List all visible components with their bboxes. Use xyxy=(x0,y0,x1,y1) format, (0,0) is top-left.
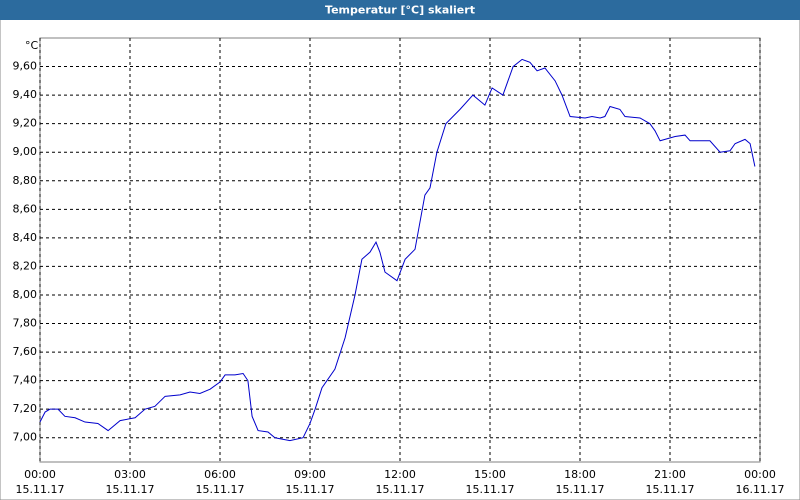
x-tick-date: 15.11.17 xyxy=(646,483,695,496)
chart-title: Temperatur [°C] skaliert xyxy=(325,4,475,17)
series-line xyxy=(39,58,756,442)
x-tick-label: 00:00 xyxy=(744,468,776,481)
y-tick-label: 8,80 xyxy=(13,174,38,187)
x-tick-date: 15.11.17 xyxy=(106,483,155,496)
x-tick-label: 00:00 xyxy=(24,468,56,481)
x-tick-date: 16.11.17 xyxy=(736,483,785,496)
y-tick-label: 7,80 xyxy=(13,317,38,330)
x-tick-label: 15:00 xyxy=(474,468,506,481)
y-tick-label: 9,40 xyxy=(13,88,38,101)
y-tick-label: 7,60 xyxy=(13,345,38,358)
x-tick-date: 15.11.17 xyxy=(16,483,65,496)
x-tick-date: 15.11.17 xyxy=(286,483,335,496)
y-tick-label: 8,60 xyxy=(13,202,38,215)
title-bar xyxy=(0,0,800,20)
y-tick-label: 8,40 xyxy=(13,231,38,244)
x-tick-date: 15.11.17 xyxy=(466,483,515,496)
y-tick-label: 9,60 xyxy=(13,60,38,73)
y-tick-label: 7,00 xyxy=(13,431,38,444)
y-tick-label: 8,00 xyxy=(13,288,38,301)
x-tick-label: 21:00 xyxy=(654,468,686,481)
y-tick-label: 8,20 xyxy=(13,259,38,272)
x-tick-date: 15.11.17 xyxy=(196,483,245,496)
x-tick-label: 18:00 xyxy=(564,468,596,481)
x-tick-label: 06:00 xyxy=(204,468,236,481)
y-tick-label: 9,20 xyxy=(13,117,38,130)
x-tick-label: 03:00 xyxy=(114,468,146,481)
x-tick-date: 15.11.17 xyxy=(556,483,605,496)
x-tick-label: 09:00 xyxy=(294,468,326,481)
x-tick-date: 15.11.17 xyxy=(376,483,425,496)
y-unit-label: °C xyxy=(25,39,39,52)
y-tick-label: 9,00 xyxy=(13,145,38,158)
x-tick-label: 12:00 xyxy=(384,468,416,481)
y-tick-label: 7,20 xyxy=(13,402,38,415)
y-tick-label: 7,40 xyxy=(13,374,38,387)
